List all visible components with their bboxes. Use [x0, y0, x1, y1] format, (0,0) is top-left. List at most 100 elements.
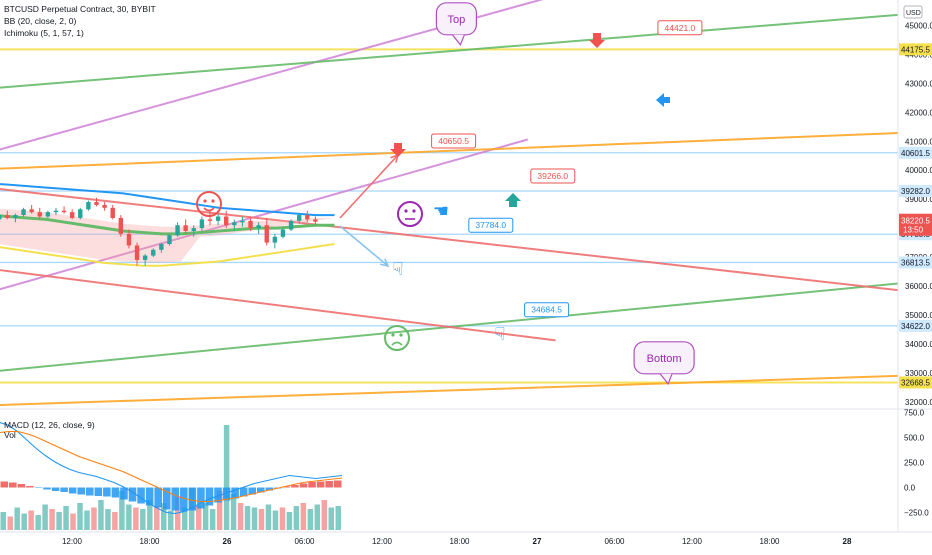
candle-body[interactable]: [256, 225, 261, 229]
macd-histogram-bar: [60, 487, 68, 492]
candle-body[interactable]: [248, 220, 253, 229]
candle-body[interactable]: [13, 215, 18, 218]
candle-body[interactable]: [45, 212, 51, 217]
time-tick-label: 26: [223, 537, 232, 546]
candle-body[interactable]: [305, 215, 310, 220]
candle-body[interactable]: [215, 216, 221, 221]
candle-body[interactable]: [207, 219, 213, 221]
candle-body[interactable]: [159, 244, 164, 250]
time-tick-label: 18:00: [449, 537, 470, 546]
time-tick-label: 18:00: [759, 537, 780, 546]
green-trend-line[interactable]: [0, 279, 932, 383]
bb-indicator-label: BB (20, close, 2, 0): [4, 16, 76, 26]
price-note-box[interactable]: [530, 168, 576, 184]
sad-face-icon[interactable]: [384, 325, 410, 351]
sad-face-icon-mouth: [391, 341, 403, 346]
main-price-pane[interactable]: [0, 0, 932, 409]
volume-bar: [112, 512, 118, 530]
price-note-box[interactable]: [524, 302, 570, 318]
candle-body[interactable]: [53, 210, 59, 213]
macd-pane[interactable]: [0, 421, 343, 531]
macd-histogram-bar: [68, 487, 77, 494]
candle-body[interactable]: [264, 225, 269, 243]
macd-histogram-bar: [180, 487, 188, 512]
happy-face-icon[interactable]: [196, 191, 222, 217]
orange-trend-line[interactable]: [0, 374, 932, 409]
candle-body[interactable]: [94, 202, 99, 205]
price-note-box[interactable]: [657, 20, 703, 36]
volume-bar: [307, 509, 314, 530]
candle-body[interactable]: [199, 219, 205, 229]
volume-bar: [258, 509, 265, 530]
price-note-box[interactable]: [431, 133, 477, 149]
price-level-tag: [899, 184, 932, 197]
time-tick-label: 12:00: [62, 537, 83, 546]
green-trend-line[interactable]: [0, 11, 932, 98]
candle-body[interactable]: [224, 216, 229, 226]
candle-body[interactable]: [102, 204, 107, 208]
callout-text: Top: [448, 14, 466, 26]
candle-body[interactable]: [191, 228, 196, 231]
candle-body[interactable]: [313, 219, 318, 222]
volume-bar: [28, 510, 34, 530]
left-arrow-icon[interactable]: [656, 93, 670, 107]
projection-arrow-up[interactable]: [339, 154, 399, 219]
candle-body[interactable]: [118, 217, 124, 234]
macd-histogram-bar: [308, 482, 316, 488]
red-trend-line[interactable]: [0, 254, 556, 342]
candle-body[interactable]: [78, 209, 83, 218]
macd-histogram-bar: [239, 487, 248, 497]
candle-body[interactable]: [183, 225, 188, 231]
price-note-box[interactable]: [468, 217, 514, 233]
candle-body[interactable]: [240, 220, 245, 223]
volume-bar: [272, 510, 279, 530]
neutral-face-icon[interactable]: [397, 201, 423, 227]
candle-body[interactable]: [37, 212, 42, 217]
candle-body[interactable]: [29, 209, 34, 213]
candle-body[interactable]: [272, 236, 278, 243]
time-tick-label: 12:00: [682, 537, 703, 546]
candle-body[interactable]: [86, 202, 91, 210]
down-arrow-icon[interactable]: [589, 33, 605, 48]
price-level-tag: [899, 146, 932, 159]
candle-body[interactable]: [134, 245, 140, 260]
candle-body[interactable]: [296, 215, 302, 221]
candle-body[interactable]: [142, 255, 148, 260]
volume-bar: [321, 500, 328, 530]
candle-body[interactable]: [61, 210, 67, 213]
macd-indicator-label: MACD (12, 26, close, 9): [4, 420, 95, 430]
candle-body[interactable]: [167, 235, 172, 245]
candle-body[interactable]: [21, 209, 26, 216]
candle-body[interactable]: [110, 207, 115, 218]
candle-body[interactable]: [280, 229, 286, 237]
candle-body[interactable]: [126, 233, 132, 246]
price-tick-label: 32000.0: [905, 398, 932, 407]
volume-bar: [147, 500, 153, 530]
orange-trend-line[interactable]: [0, 131, 932, 174]
price-tick-label: 45000.0: [905, 21, 932, 30]
candle-body[interactable]: [232, 222, 237, 226]
volume-bar: [126, 504, 132, 530]
time-tick-label: 06:00: [604, 537, 625, 546]
price-tick-label: 33000.0: [905, 369, 932, 378]
red-trend-line[interactable]: [0, 175, 932, 296]
candle-body[interactable]: [69, 212, 75, 218]
candle-body[interactable]: [288, 220, 294, 230]
candle-body[interactable]: [151, 249, 156, 256]
macd-histogram-bar: [145, 487, 154, 506]
price-note-text: 34684.5: [531, 305, 562, 315]
unit-box[interactable]: [903, 5, 923, 19]
time-tick-label: 06:00: [294, 537, 315, 546]
candle-body[interactable]: [0, 215, 2, 220]
pointing-hand-icon: ☚: [433, 201, 449, 221]
price-note-text: 39266.0: [537, 171, 568, 181]
macd-histogram-bar: [333, 480, 342, 488]
projection-arrow-down[interactable]: [339, 225, 389, 267]
candle-body[interactable]: [5, 215, 10, 218]
down-arrow-icon[interactable]: [390, 143, 406, 157]
candle-body[interactable]: [175, 225, 180, 236]
up-arrow-icon[interactable]: [505, 193, 521, 207]
volume-bar: [7, 516, 13, 530]
annotations-layer[interactable]: 44421.0 40650.5 39266.0 37784.0 34684.5 Top Bo…: [196, 2, 703, 385]
